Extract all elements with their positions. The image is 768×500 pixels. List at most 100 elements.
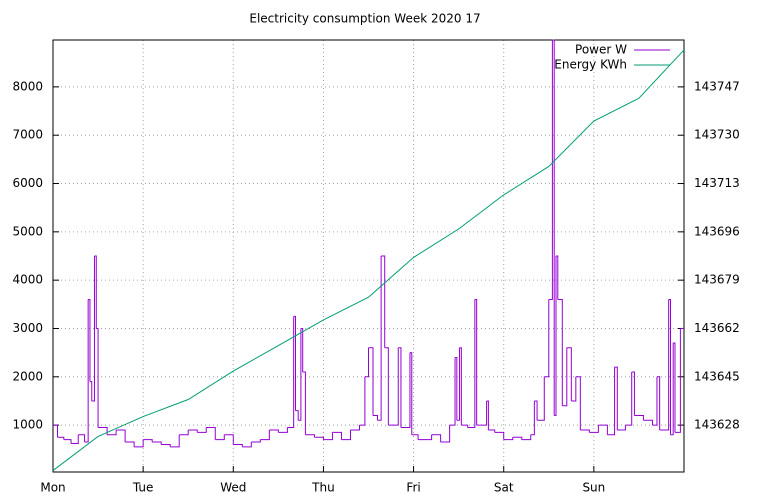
- y-tick-label: 4000: [12, 273, 43, 287]
- power-step: [197, 427, 207, 433]
- power-step: [530, 400, 535, 436]
- power-step: [71, 434, 79, 444]
- y2-tick-label: 143645: [694, 369, 740, 383]
- power-step: [94, 255, 97, 329]
- power-step: [607, 367, 616, 436]
- power-step: [562, 347, 568, 407]
- y2-tick-label: 143747: [694, 79, 740, 93]
- power-step: [116, 429, 126, 443]
- y2-tick-label: 143730: [694, 128, 740, 142]
- power-step: [125, 441, 135, 447]
- power-step: [494, 431, 505, 440]
- power-step: [449, 357, 456, 426]
- y-tick-label: 1000: [12, 418, 43, 432]
- x-tick-label: Sun: [582, 481, 605, 495]
- power-step: [659, 299, 670, 431]
- power-step: [381, 255, 386, 348]
- power-step: [554, 256, 557, 416]
- power-step: [53, 424, 59, 438]
- power-step: [332, 431, 342, 440]
- power-step: [670, 342, 674, 436]
- power-step: [486, 400, 489, 430]
- power-step: [598, 424, 608, 435]
- power-step: [63, 439, 72, 444]
- power-step: [617, 425, 626, 431]
- power-step: [161, 443, 171, 447]
- power-step: [503, 437, 514, 441]
- y-tick-label: 8000: [12, 79, 43, 93]
- power-step: [544, 299, 550, 378]
- x-tick-label: Fri: [406, 481, 420, 495]
- power-step: [359, 376, 366, 426]
- power-step: [170, 434, 180, 448]
- power-step: [323, 432, 333, 441]
- power-step: [233, 443, 243, 447]
- power-step: [96, 327, 99, 428]
- power-step: [455, 356, 458, 421]
- power-step: [521, 434, 532, 441]
- power-step: [474, 298, 478, 426]
- power-step: [411, 434, 419, 440]
- power-step: [548, 40, 553, 300]
- power-step: [314, 436, 324, 440]
- power-step: [467, 299, 476, 429]
- power-step: [224, 434, 234, 445]
- power-step: [555, 255, 559, 300]
- power-step: [571, 376, 577, 402]
- y2-tick-label: 143679: [694, 273, 740, 287]
- power-step: [476, 400, 488, 426]
- power-step: [400, 352, 411, 429]
- x-tick-label: Thu: [311, 481, 335, 495]
- power-step: [269, 429, 279, 433]
- power-step: [84, 299, 89, 443]
- power-step: [580, 429, 590, 433]
- power-step: [431, 434, 442, 443]
- power-step: [534, 400, 538, 421]
- x-tick-label: Tue: [132, 481, 154, 495]
- power-step: [305, 434, 315, 438]
- power-step: [368, 347, 374, 416]
- power-step: [634, 414, 644, 421]
- power-step: [206, 427, 216, 440]
- power-step: [242, 442, 252, 448]
- power-step: [278, 427, 288, 433]
- power-step: [459, 347, 462, 426]
- power-step: [537, 376, 545, 421]
- power-step: [373, 414, 379, 421]
- power-step: [91, 256, 95, 402]
- legend-label: Energy KWh: [554, 58, 627, 72]
- power-step: [152, 441, 162, 445]
- power-step: [298, 328, 302, 421]
- power-step: [57, 436, 65, 440]
- power-step: [643, 419, 653, 426]
- y-tick-label: 2000: [12, 369, 43, 383]
- y2-tick-label: 143713: [694, 176, 740, 190]
- power-step: [575, 376, 581, 430]
- power-step: [668, 298, 671, 435]
- power-step: [300, 327, 304, 372]
- y2-tick-label: 143662: [694, 321, 740, 335]
- x-tick-label: Mon: [40, 481, 65, 495]
- power-step: [674, 328, 681, 433]
- plot-border: [52, 39, 685, 473]
- power-step: [456, 347, 461, 421]
- power-step: [512, 436, 523, 440]
- power-step: [673, 342, 676, 433]
- power-step: [251, 439, 261, 443]
- power-step: [557, 298, 563, 406]
- x-tick-label: Wed: [220, 481, 246, 495]
- power-step: [652, 376, 658, 426]
- y-tick-label: 3000: [12, 321, 43, 335]
- power-step: [488, 429, 496, 433]
- y2-tick-label: 143628: [694, 418, 740, 432]
- chart-title: Electricity consumption Week 2020 17: [249, 12, 480, 26]
- power-step: [656, 376, 661, 430]
- power-step: [614, 366, 618, 430]
- power-step: [78, 434, 86, 443]
- power-step: [295, 410, 299, 421]
- power-step: [188, 429, 198, 433]
- y-tick-label: 6000: [12, 176, 43, 190]
- power-step: [134, 439, 144, 448]
